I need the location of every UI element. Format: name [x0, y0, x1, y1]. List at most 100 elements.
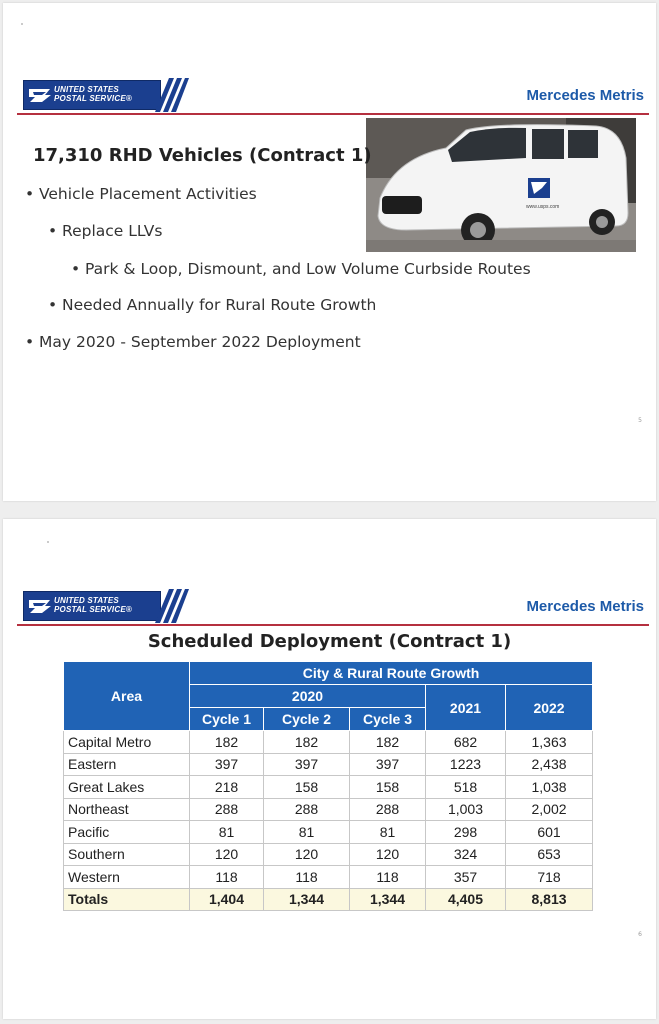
- bullet-item: • Replace LLVs: [48, 222, 163, 240]
- value-cell: 120: [189, 842, 264, 866]
- value-cell: 397: [349, 752, 426, 776]
- usps-van-icon: www.usps.com: [366, 118, 636, 252]
- value-cell: 2,002: [504, 797, 594, 821]
- bullet-dot-icon: •: [71, 260, 81, 278]
- bullet-item: • May 2020 - September 2022 Deployment: [25, 333, 361, 351]
- bullet-text: May 2020 - September 2022 Deployment: [39, 333, 361, 351]
- value-cell: 2,438: [504, 752, 594, 776]
- usps-logo-line1: UNITED STATES: [54, 85, 119, 94]
- table-row: Eastern 397 397 397 1223 2,438: [63, 752, 594, 776]
- usps-logo-text: UNITED STATES POSTAL SERVICE®: [54, 85, 132, 103]
- value-cell: 1,003: [425, 797, 506, 821]
- usps-logo-box: UNITED STATES POSTAL SERVICE®: [23, 80, 161, 110]
- value-cell: 118: [189, 865, 264, 889]
- area-cell: Great Lakes: [63, 775, 190, 799]
- value-cell: 120: [349, 842, 426, 866]
- deployment-table-body: Capital Metro 182 182 182 682 1,363 Eastern 397…: [63, 730, 594, 911]
- usps-logo-line1: UNITED STATES: [54, 596, 119, 605]
- year-2021-header: 2021: [425, 684, 506, 731]
- usps-logo-line2: POSTAL SERVICE®: [54, 605, 132, 614]
- page-number: 6: [638, 931, 642, 938]
- bullet-item: • Needed Annually for Rural Route Growth: [48, 296, 376, 314]
- usps-logo-line2: POSTAL SERVICE®: [54, 94, 132, 103]
- brand-title: Mercedes Metris: [526, 87, 644, 104]
- value-cell: 288: [349, 797, 426, 821]
- bullet-dot-icon: •: [25, 185, 35, 203]
- value-cell: 397: [263, 752, 350, 776]
- value-cell: 1223: [425, 752, 506, 776]
- value-cell: 324: [425, 842, 506, 866]
- bullet-text: Vehicle Placement Activities: [39, 185, 257, 203]
- table-row: Capital Metro 182 182 182 682 1,363: [63, 730, 594, 754]
- group-header: City & Rural Route Growth: [188, 661, 594, 685]
- eagle-icon: [29, 600, 51, 613]
- header-divider: [17, 113, 649, 115]
- value-cell: 718: [504, 865, 594, 889]
- bullet-dot-icon: •: [25, 333, 35, 351]
- value-cell: 120: [263, 842, 350, 866]
- usps-logo: UNITED STATES POSTAL SERVICE®: [23, 78, 189, 114]
- scan-speck: [21, 23, 23, 25]
- value-cell: 81: [263, 820, 350, 844]
- deployment-table: Area City & Rural Route Growth 2020 2021…: [63, 661, 594, 911]
- value-cell: 1,038: [504, 775, 594, 799]
- slide1-title: 17,310 RHD Vehicles (Contract 1): [33, 145, 372, 166]
- table-row: Western 118 118 118 357 718: [63, 865, 594, 889]
- year-2022-header: 2022: [504, 684, 594, 731]
- bullet-item: • Vehicle Placement Activities: [25, 185, 257, 203]
- value-cell: 158: [349, 775, 426, 799]
- totals-row: Totals 1,404 1,344 1,344 4,405 8,813: [63, 887, 594, 911]
- table-row: Pacific 81 81 81 298 601: [63, 820, 594, 844]
- bullet-dot-icon: •: [48, 296, 58, 314]
- year-2020-header: 2020: [189, 684, 426, 708]
- cycle-2-header: Cycle 2: [263, 707, 350, 731]
- header-divider: [17, 624, 649, 626]
- area-cell: Western: [63, 865, 190, 889]
- usps-logo-text: UNITED STATES POSTAL SERVICE®: [54, 596, 132, 614]
- value-cell: 81: [189, 820, 264, 844]
- logo-stripes-icon: [155, 78, 189, 112]
- cycle-1-header: Cycle 1: [189, 707, 264, 731]
- van-url-text: www.usps.com: [526, 204, 559, 210]
- value-cell: 298: [425, 820, 506, 844]
- area-cell: Eastern: [63, 752, 190, 776]
- table-row: Great Lakes 218 158 158 518 1,038: [63, 775, 594, 799]
- totals-label: Totals: [63, 887, 190, 911]
- bullet-text: Park & Loop, Dismount, and Low Volume Cu…: [85, 260, 531, 278]
- value-cell: 357: [425, 865, 506, 889]
- area-cell: Southern: [63, 842, 190, 866]
- usps-logo: UNITED STATES POSTAL SERVICE®: [23, 589, 189, 625]
- value-cell: 601: [504, 820, 594, 844]
- area-cell: Capital Metro: [63, 730, 190, 754]
- value-cell: 81: [349, 820, 426, 844]
- value-cell: 118: [263, 865, 350, 889]
- value-cell: 288: [189, 797, 264, 821]
- logo-stripes-icon: [155, 589, 189, 623]
- area-header: Area: [63, 661, 190, 731]
- value-cell: 158: [263, 775, 350, 799]
- value-cell: 397: [189, 752, 264, 776]
- cycle-3-header: Cycle 3: [349, 707, 426, 731]
- value-cell: 653: [504, 842, 594, 866]
- usps-logo-box: UNITED STATES POSTAL SERVICE®: [23, 591, 161, 621]
- bullet-text: Needed Annually for Rural Route Growth: [62, 296, 377, 314]
- totals-cell: 1,344: [349, 887, 426, 911]
- table-row: Southern 120 120 120 324 653: [63, 842, 594, 866]
- totals-cell: 1,344: [263, 887, 350, 911]
- value-cell: 288: [263, 797, 350, 821]
- value-cell: 218: [189, 775, 264, 799]
- area-cell: Pacific: [63, 820, 190, 844]
- value-cell: 182: [349, 730, 426, 754]
- value-cell: 1,363: [504, 730, 594, 754]
- table-row: Northeast 288 288 288 1,003 2,002: [63, 797, 594, 821]
- slide-2: UNITED STATES POSTAL SERVICE® Mercedes M…: [3, 519, 656, 1019]
- totals-cell: 1,404: [189, 887, 264, 911]
- totals-cell: 4,405: [425, 887, 506, 911]
- value-cell: 182: [263, 730, 350, 754]
- value-cell: 682: [425, 730, 506, 754]
- value-cell: 518: [425, 775, 506, 799]
- slide2-title: Scheduled Deployment (Contract 1): [147, 631, 512, 652]
- brand-title: Mercedes Metris: [526, 598, 644, 615]
- bullet-text: Replace LLVs: [62, 222, 163, 240]
- value-cell: 182: [189, 730, 264, 754]
